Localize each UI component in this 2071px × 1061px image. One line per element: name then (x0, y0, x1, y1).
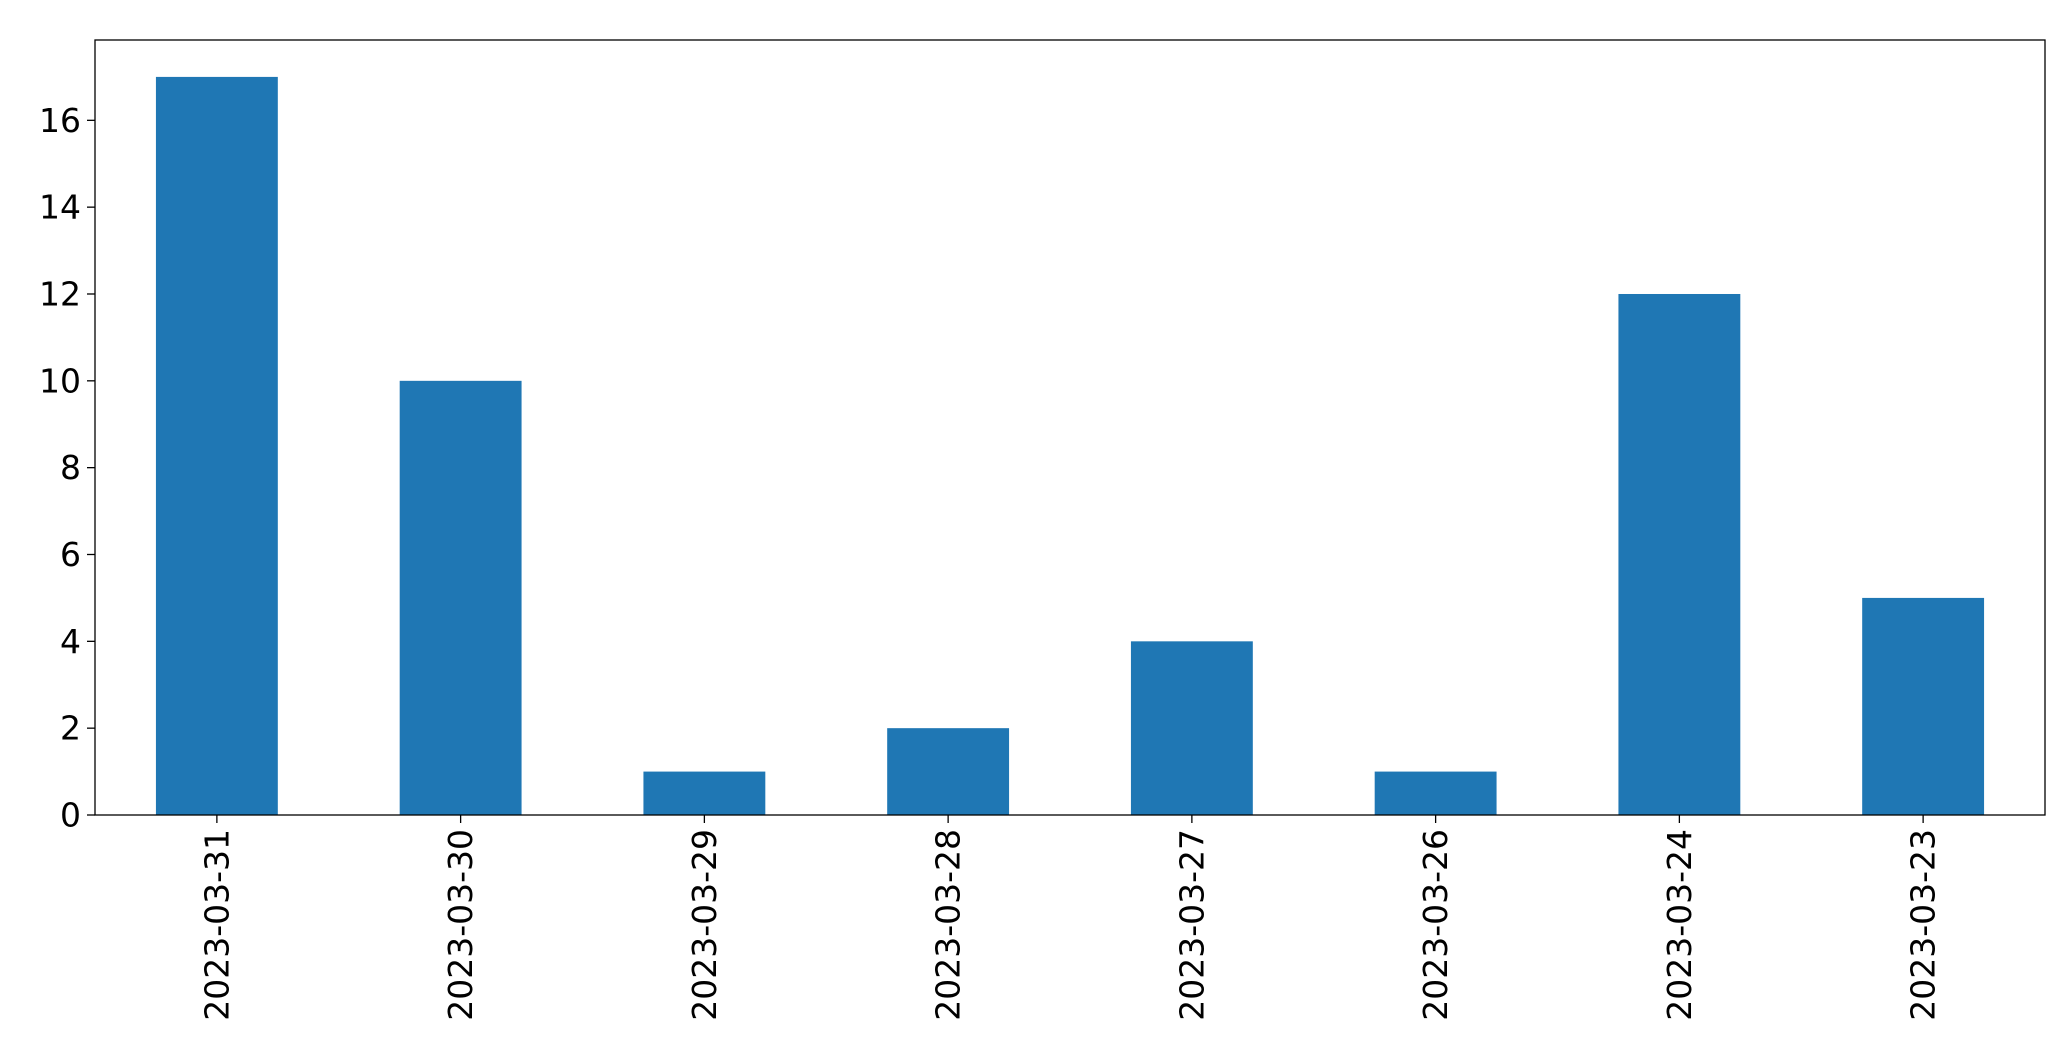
y-tick-label: 14 (39, 188, 81, 227)
bar-2023-03-24 (1618, 293, 1741, 816)
x-tick-label: 2023-03-24 (1660, 829, 1699, 1021)
bar-2023-03-31 (155, 76, 278, 815)
y-tick-label: 2 (60, 709, 81, 748)
axes-frame (94, 39, 2046, 816)
bar-2023-03-23 (1862, 597, 1985, 815)
bar-2023-03-28 (887, 728, 1010, 815)
bar-2023-03-27 (1130, 641, 1253, 815)
y-tick-label: 8 (60, 448, 81, 487)
y-tick-label: 10 (39, 361, 81, 400)
bar-2023-03-29 (643, 771, 766, 815)
x-tick-label: 2023-03-23 (1904, 829, 1943, 1021)
y-axis: 0 2 4 6 8 10 12 14 16 (39, 101, 95, 835)
y-tick-label: 6 (60, 535, 81, 574)
bars-layer (155, 76, 1985, 816)
x-tick-label: 2023-03-27 (1172, 829, 1211, 1021)
x-tick-label: 2023-03-29 (685, 829, 724, 1021)
x-tick-label: 2023-03-26 (1416, 829, 1455, 1021)
y-tick-label: 4 (60, 622, 81, 661)
y-tick-label: 16 (39, 101, 81, 140)
y-tick-label: 12 (39, 274, 81, 313)
x-tick-label: 2023-03-30 (441, 829, 480, 1021)
bar-2023-03-26 (1374, 771, 1497, 815)
x-tick-label: 2023-03-31 (197, 829, 236, 1021)
y-tick-label: 0 (60, 796, 81, 835)
bar-2023-03-30 (399, 380, 522, 815)
x-tick-label: 2023-03-28 (929, 829, 968, 1021)
x-axis: 2023-03-31 2023-03-30 2023-03-29 2023-03-28… (197, 815, 1943, 1021)
